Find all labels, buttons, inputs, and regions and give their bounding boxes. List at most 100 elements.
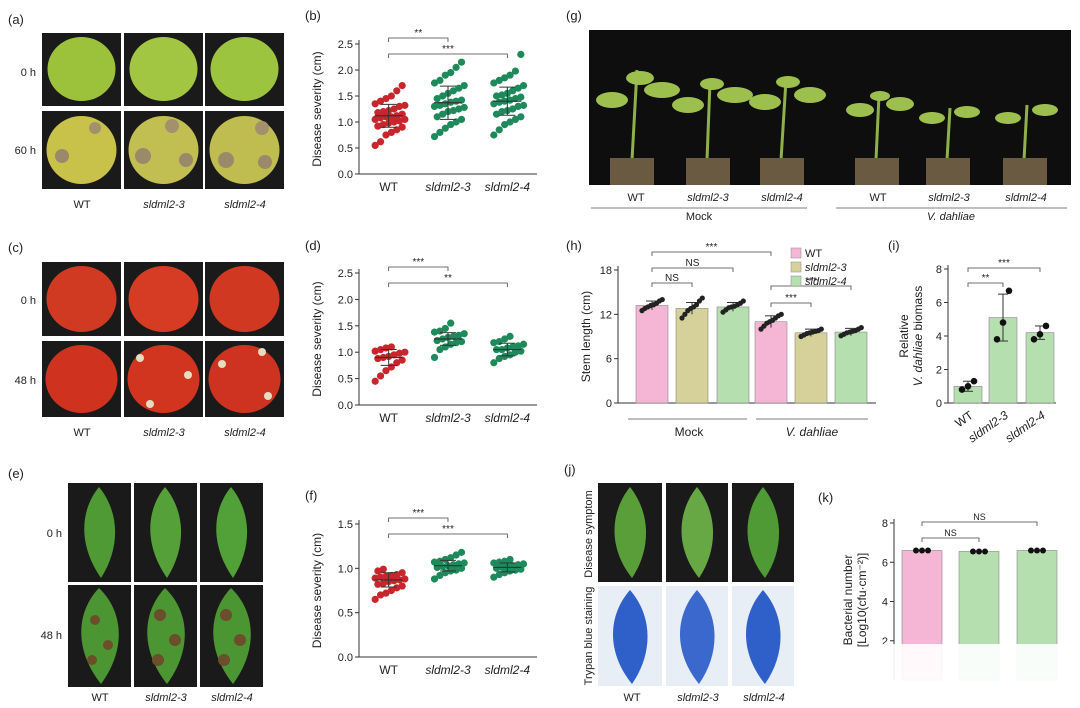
data-point	[506, 71, 514, 79]
col-label: WT	[623, 692, 640, 704]
data-point	[430, 558, 439, 566]
data-point	[1005, 287, 1013, 295]
lesion	[184, 371, 192, 379]
data-point	[457, 338, 466, 346]
y-axis-title: Disease severity (cm)	[310, 281, 324, 396]
col-label: sldml2-4	[743, 692, 785, 704]
data-point	[517, 50, 525, 59]
data-point	[519, 101, 528, 109]
y-tick-label: 6	[882, 557, 888, 569]
lesion	[264, 392, 272, 400]
data-point	[693, 302, 700, 308]
data-point	[398, 356, 406, 364]
data-point	[818, 326, 824, 332]
y-tick-label: 18	[600, 265, 612, 277]
data-point	[976, 548, 982, 555]
significance-label: ***	[442, 524, 454, 535]
data-point	[1040, 547, 1046, 554]
data-point	[958, 386, 966, 393]
data-point	[449, 332, 457, 340]
significance-label: ***	[442, 44, 454, 55]
bar	[754, 321, 788, 404]
legend-label: WT	[805, 248, 822, 260]
y-tick-label: 0	[936, 398, 942, 410]
lesion	[154, 609, 166, 621]
data-point	[999, 319, 1007, 326]
data-point	[401, 101, 409, 109]
data-point	[506, 351, 514, 359]
data-point	[401, 348, 409, 356]
data-point	[371, 115, 379, 123]
data-point	[390, 577, 398, 585]
leaf	[150, 487, 182, 578]
data-point	[439, 562, 447, 571]
y-tick-label: 8	[936, 264, 942, 276]
leaf	[216, 487, 248, 578]
y-tick-label: 4	[882, 597, 888, 609]
panel-c-photos	[42, 262, 284, 417]
data-point	[452, 63, 460, 71]
data-point	[457, 115, 466, 123]
data-point	[498, 108, 506, 116]
y-tick-label: 1.0	[338, 347, 353, 359]
panel-e-label: (e)	[8, 466, 24, 481]
data-point	[436, 557, 444, 565]
y-tick-label: 0.0	[338, 652, 353, 664]
data-point	[436, 101, 444, 109]
y-tick-label: 1.0	[338, 117, 353, 129]
chart-panel-b: 0.00.51.01.52.02.5WT sldml2-3 sldml2-4****…	[305, 8, 537, 194]
y-tick-label: 12	[600, 309, 612, 321]
data-point	[495, 98, 503, 106]
row-label: 48 h	[41, 630, 62, 642]
data-point	[452, 118, 460, 126]
col-label: WT	[73, 199, 90, 211]
data-point	[1042, 322, 1050, 330]
data-point	[379, 121, 387, 129]
data-point	[970, 377, 978, 385]
data-point	[492, 564, 501, 572]
data-point	[374, 567, 382, 575]
row-label: 48 h	[15, 375, 36, 387]
data-point	[490, 339, 498, 347]
data-point	[393, 359, 401, 367]
data-point	[490, 131, 498, 139]
data-point	[376, 138, 385, 146]
row-label: 0 h	[47, 528, 62, 540]
panel-j-photos	[598, 483, 794, 686]
significance-label: ***	[706, 242, 718, 253]
data-point	[1030, 336, 1038, 343]
data-point	[371, 100, 379, 108]
panel-label: (i)	[888, 238, 900, 253]
lesion	[218, 360, 226, 368]
panel-a-label: (a)	[8, 12, 24, 27]
data-point	[495, 558, 503, 566]
lesion	[255, 121, 269, 135]
data-point	[1028, 547, 1034, 554]
data-point	[398, 110, 406, 118]
significance-bracket	[770, 285, 852, 290]
y-axis-title: Disease severity (cm)	[310, 533, 324, 648]
data-point	[441, 124, 449, 132]
data-point	[455, 331, 463, 339]
plant-pots	[610, 158, 1047, 185]
data-point	[387, 128, 395, 136]
col-label: sldml2-3	[677, 692, 719, 704]
y-axis-title: Disease severity (cm)	[310, 51, 324, 166]
data-point	[511, 67, 520, 75]
data-point	[430, 102, 439, 110]
significance-bracket	[388, 282, 508, 287]
x-group-label: Mock	[675, 425, 705, 439]
panel-j-label: (j)	[564, 462, 576, 477]
data-point	[455, 105, 463, 113]
x-tick-label: WT	[379, 411, 398, 425]
data-point	[398, 582, 406, 590]
fade-overlay	[826, 644, 1080, 708]
data-point	[682, 311, 688, 317]
col-label: sldml2-4	[224, 199, 266, 211]
data-point	[495, 126, 503, 134]
significance-label: ***	[998, 258, 1010, 269]
data-point	[430, 328, 439, 336]
legend-swatch	[790, 275, 802, 287]
data-point	[371, 377, 379, 385]
data-point	[376, 97, 385, 105]
